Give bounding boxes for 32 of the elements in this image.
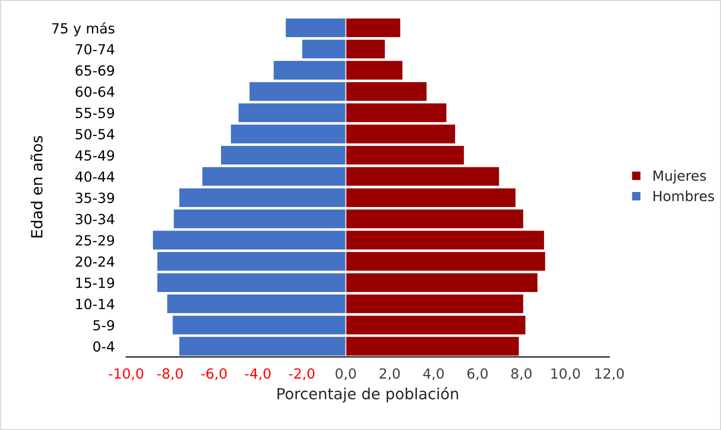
y-tick-label: 30-34 <box>76 214 114 224</box>
x-tick-label: 12,0 <box>595 368 624 380</box>
y-tick-label: 50-54 <box>76 128 114 140</box>
x-tick-label: -4,0 <box>245 368 271 380</box>
x-tick-label: 8,0 <box>511 368 532 380</box>
y-tick-label: 5-9 <box>93 320 114 331</box>
x-tick-label: 4,0 <box>423 368 444 380</box>
x-tick-label: 10,0 <box>551 368 580 380</box>
y-tick-label: 55-59 <box>76 108 114 118</box>
y-tick-label: 45-49 <box>75 150 114 161</box>
y-axis-title: Edad en años <box>30 136 43 238</box>
x-tick-label: -6,0 <box>201 368 227 380</box>
y-tick-label: 15-19 <box>76 278 114 288</box>
legend-label: Hombres <box>654 190 714 202</box>
y-tick-label: 75 y más <box>52 22 114 36</box>
y-tick-label: 65-69 <box>76 65 114 76</box>
x-axis-title: Porcentaje de población <box>278 387 458 402</box>
y-tick-label: 60-64 <box>76 86 114 97</box>
y-tick-label: 70-74 <box>76 44 114 55</box>
x-tick-label: -2,0 <box>288 368 314 380</box>
y-tick-label: 25-29 <box>76 235 114 246</box>
legend-label: Mujeres <box>654 170 706 184</box>
x-tick-label: 6,0 <box>467 368 488 380</box>
y-tick-label: 20-24 <box>76 256 114 267</box>
x-tick-label: -10,0 <box>108 368 144 380</box>
y-tick-label: 0-4 <box>93 341 114 352</box>
x-tick-label: -8,0 <box>157 368 183 380</box>
x-tick-label: 2,0 <box>380 368 400 380</box>
y-tick-label: 10-14 <box>76 298 114 310</box>
y-tick-label: 35-39 <box>76 192 114 204</box>
x-tick-label: 0,0 <box>336 368 356 380</box>
y-tick-label: 40-44 <box>75 171 114 182</box>
